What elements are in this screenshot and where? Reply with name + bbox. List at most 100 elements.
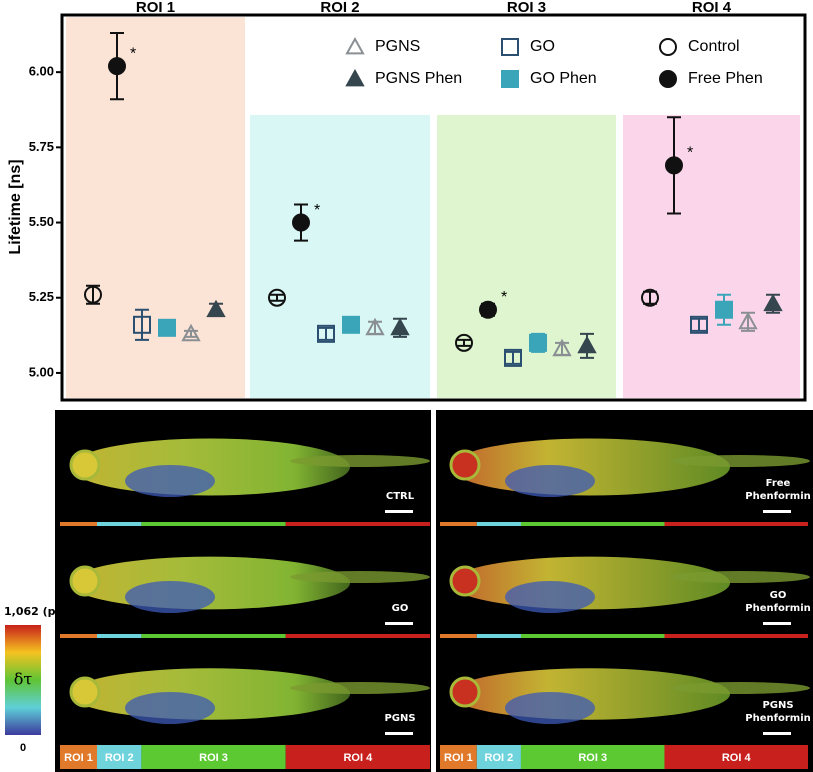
error-bar — [506, 350, 520, 365]
y-tick-label: 5.25 — [29, 289, 54, 304]
marker — [158, 318, 176, 337]
roi-header: ROI 4 — [692, 0, 732, 16]
roi-strip — [440, 745, 477, 769]
marker — [268, 288, 286, 307]
roi-strip-label: ROI 1 — [64, 752, 93, 764]
scale-bar — [763, 510, 791, 513]
scale-bar — [385, 510, 413, 513]
roi-strip — [664, 634, 808, 638]
legend-marker — [501, 38, 519, 56]
legend-marker — [659, 70, 677, 88]
y-tick-label: 6.00 — [29, 64, 54, 79]
fish-image — [449, 556, 810, 613]
colorbar-max: 1,062 (ps) — [4, 605, 67, 618]
scale-bar — [385, 622, 413, 625]
panel-label: PGNS — [762, 700, 793, 711]
marker — [529, 333, 547, 352]
marker — [342, 315, 360, 334]
error-bar — [692, 317, 706, 332]
marker — [292, 213, 310, 232]
panel-label: CTRL — [386, 491, 415, 502]
legend-marker — [345, 36, 365, 55]
roi-header: ROI 2 — [320, 0, 359, 16]
marker — [84, 285, 102, 304]
roi-strip — [97, 634, 142, 638]
roi-header: ROI 3 — [507, 0, 546, 16]
roi-strip-label: ROI 3 — [199, 752, 228, 764]
fish-tail — [670, 571, 810, 583]
marker — [390, 317, 410, 336]
fish-tail — [290, 455, 430, 467]
marker — [479, 300, 497, 319]
roi-strip-label: ROI 4 — [722, 752, 752, 764]
roi-strip — [141, 522, 286, 526]
colorbar — [5, 625, 41, 735]
error-bar — [86, 284, 100, 305]
marker — [690, 315, 708, 334]
fish-yolk — [505, 692, 595, 724]
y-tick-label: 5.75 — [29, 139, 54, 154]
marker — [665, 156, 683, 175]
panel-label: PGNS — [384, 713, 415, 724]
fish-eye — [69, 449, 101, 481]
panel-label: GO — [770, 590, 787, 601]
annotation: * — [314, 202, 320, 219]
roi-strip-label: ROI 3 — [578, 752, 607, 764]
fish-eye — [449, 449, 481, 481]
marker — [317, 324, 335, 343]
panel-label: Free — [766, 478, 791, 489]
marker — [455, 333, 473, 352]
fish-yolk — [125, 692, 215, 724]
marker — [133, 315, 151, 334]
fish-eye — [449, 565, 481, 597]
fish-yolk — [505, 465, 595, 497]
panel-label: GO — [392, 603, 409, 614]
legend-marker — [659, 38, 677, 56]
fish-image — [449, 668, 810, 724]
fish-eye — [449, 676, 481, 708]
roi-region — [623, 115, 800, 398]
roi-strip — [141, 634, 286, 638]
annotation: * — [130, 45, 136, 62]
roi-strip — [440, 634, 477, 638]
fish-image — [69, 438, 430, 497]
legend-label: PGNS Phen — [375, 70, 462, 87]
roi-strip — [60, 522, 97, 526]
marker — [763, 293, 783, 312]
fish-tail — [670, 682, 810, 694]
roi-strip-label: ROI 1 — [444, 752, 473, 764]
fish-eye — [69, 565, 101, 597]
legend-marker — [501, 70, 519, 88]
legend-label: Control — [688, 38, 740, 55]
marker — [577, 335, 597, 354]
legend-label: Free Phen — [688, 70, 763, 87]
roi-strip-label: ROI 4 — [343, 752, 373, 764]
roi-strip — [285, 634, 430, 638]
fish-image — [69, 556, 430, 613]
fish-eye — [69, 676, 101, 708]
panel-label: Phenformin — [745, 491, 810, 502]
error-bar — [319, 326, 333, 341]
error-bar — [184, 329, 198, 338]
colorbar-symbol: δτ — [14, 670, 33, 689]
roi-strip — [520, 522, 665, 526]
legend-label: GO Phen — [530, 70, 597, 87]
y-tick-label: 5.00 — [29, 364, 54, 379]
marker — [108, 57, 126, 76]
y-tick-label: 5.50 — [29, 214, 54, 229]
scale-bar — [763, 622, 791, 625]
fish-yolk — [125, 465, 215, 497]
roi-strip — [476, 634, 521, 638]
roi-strip — [440, 522, 477, 526]
roi-strip — [520, 745, 665, 769]
scale-bar — [763, 732, 791, 735]
plot-frame — [60, 13, 807, 402]
annotation: * — [501, 289, 507, 306]
y-axis-label: Lifetime [ns] — [7, 159, 24, 254]
roi-strip — [141, 745, 286, 769]
fish-tail — [670, 455, 810, 467]
marker — [738, 311, 758, 330]
marker — [181, 323, 201, 342]
fish-image — [69, 668, 430, 724]
roi-strip — [664, 745, 808, 769]
